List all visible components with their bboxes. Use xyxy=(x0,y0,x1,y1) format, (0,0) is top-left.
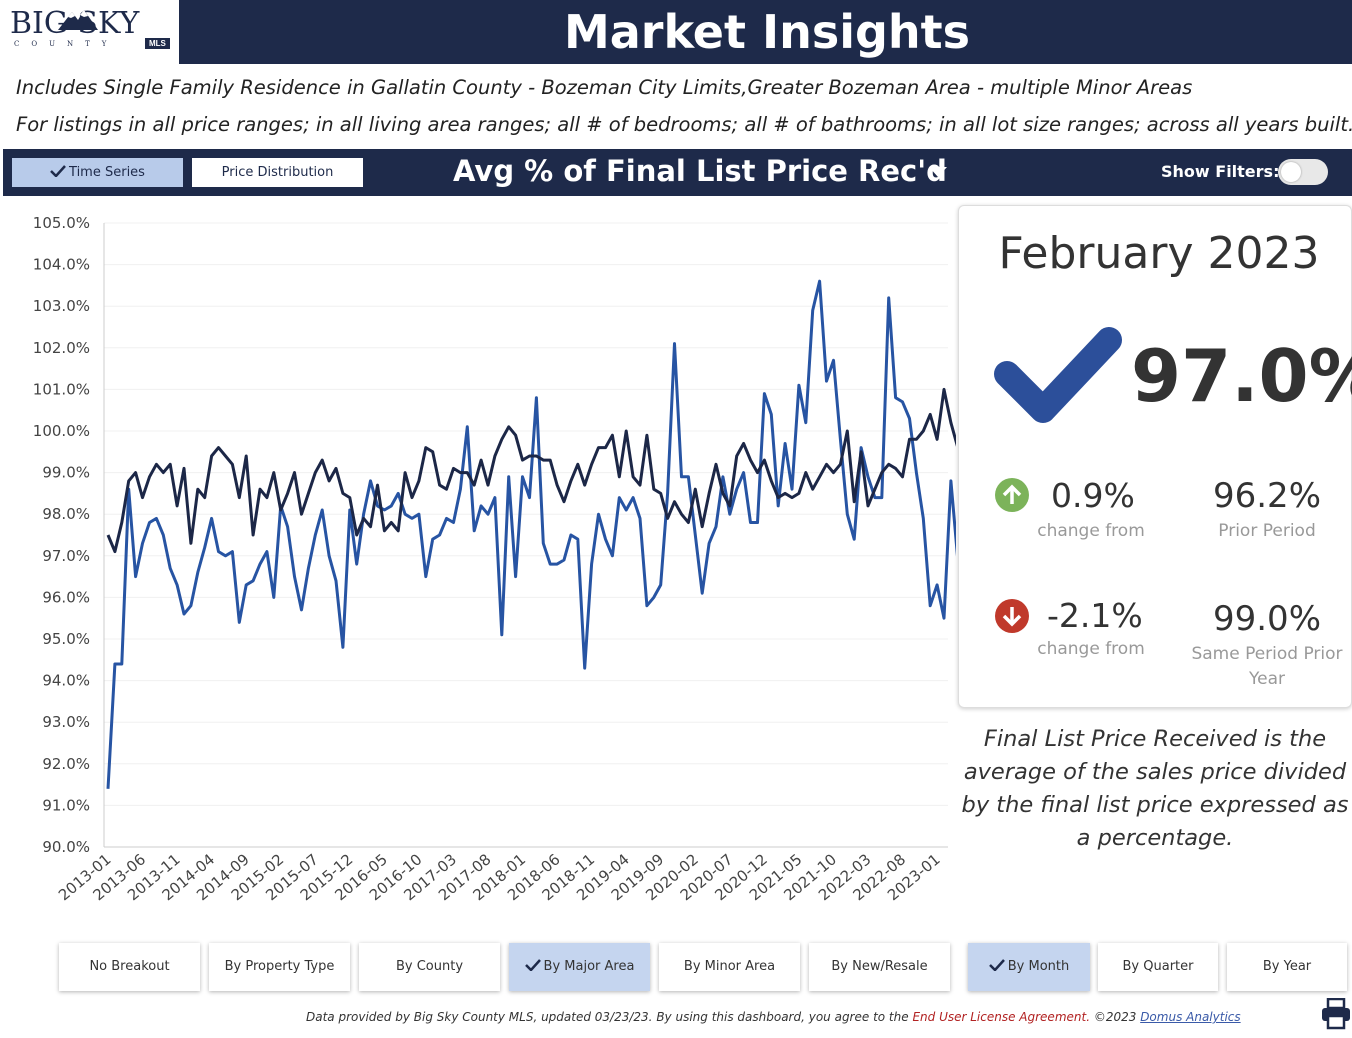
metric-definition: Final List Price Received is the average… xyxy=(961,726,1349,851)
y-tick-label: 98.0% xyxy=(42,505,90,523)
line-chart: 105.0% 104.0% 103.0% 102.0% 101.0% 100.0% 99.0… xyxy=(33,214,956,904)
eula-link[interactable]: End User License Agreement. xyxy=(912,1010,1091,1024)
by-quarter-label: By Quarter xyxy=(1122,959,1194,974)
check-icon xyxy=(524,959,541,972)
kpi-yoy-label-2: Year xyxy=(1249,669,1285,689)
chart-toolbar: Time Series Price Distribution Avg % of … xyxy=(3,149,1352,196)
y-tick-label: 99.0% xyxy=(42,464,90,482)
footer-text: Data provided by Big Sky County MLS, upd… xyxy=(306,1010,913,1024)
header-bar: BIG SKY COUNTY MLS Market Insights xyxy=(0,0,1352,64)
by-year-label: By Year xyxy=(1262,959,1312,974)
by-new-resale-button[interactable]: By New/Resale xyxy=(809,943,950,991)
y-tick-label: 97.0% xyxy=(42,547,90,565)
show-filters-label: Show Filters: xyxy=(1161,162,1280,181)
arrow-up-circle-icon xyxy=(995,478,1029,512)
time-series-label: Time Series xyxy=(69,165,145,180)
y-tick-label: 94.0% xyxy=(42,672,90,690)
by-quarter-button[interactable]: By Quarter xyxy=(1098,943,1218,991)
no-breakout-button[interactable]: No Breakout xyxy=(59,943,200,991)
footer-copyright: ©2023 xyxy=(1090,1010,1141,1024)
by-county-button[interactable]: By County xyxy=(359,943,500,991)
y-tick-label: 105.0% xyxy=(33,214,90,232)
arrow-down-circle-icon xyxy=(995,599,1029,633)
metric-selector[interactable]: Avg % of Final List Price Rec'd xyxy=(453,154,947,188)
by-new-resale-label: By New/Resale xyxy=(831,959,928,974)
by-property-type-button[interactable]: By Property Type xyxy=(209,943,350,991)
by-minor-area-button[interactable]: By Minor Area xyxy=(659,943,800,991)
y-tick-label: 92.0% xyxy=(42,755,90,773)
checkmark-icon xyxy=(994,327,1122,423)
kpi-change-yoy-label: change from xyxy=(1037,639,1145,659)
kpi-prior-value: 96.2% xyxy=(1212,476,1321,516)
y-tick-label: 103.0% xyxy=(33,297,90,315)
kpi-change-prior-label: change from xyxy=(1037,521,1145,541)
y-tick-label: 104.0% xyxy=(33,256,90,274)
kpi-yoy-value: 99.0% xyxy=(1212,599,1321,639)
by-major-area-label: By Major Area xyxy=(543,959,635,974)
filter-description-line1: Includes Single Family Residence in Gall… xyxy=(16,76,1193,99)
y-tick-label: 91.0% xyxy=(42,796,90,814)
by-county-label: By County xyxy=(395,959,464,974)
series-line-1[interactable] xyxy=(106,279,956,789)
chart-series xyxy=(106,279,956,789)
y-tick-label: 100.0% xyxy=(33,422,90,440)
y-tick-label: 101.0% xyxy=(33,380,90,398)
logo-subtitle: COUNTY xyxy=(14,40,119,48)
y-tick-label: 93.0% xyxy=(42,713,90,731)
page-title: Market Insights xyxy=(563,5,971,59)
y-tick-label: 102.0% xyxy=(33,339,90,357)
time-series-button[interactable]: Time Series xyxy=(12,158,183,187)
kpi-value: 97.0% xyxy=(1131,334,1352,418)
show-filters-toggle[interactable] xyxy=(1278,159,1328,185)
mountain-icon xyxy=(58,10,98,30)
by-property-type-label: By Property Type xyxy=(224,959,335,974)
printer-icon[interactable] xyxy=(1321,998,1351,1030)
y-axis: 105.0% 104.0% 103.0% 102.0% 101.0% 100.0% 99.0… xyxy=(33,214,90,856)
logo-badge: MLS xyxy=(145,38,170,49)
kpi-change-yoy: -2.1% xyxy=(1047,596,1143,635)
y-tick-label: 96.0% xyxy=(42,588,90,606)
by-minor-area-label: By Minor Area xyxy=(683,959,776,974)
toggle-knob xyxy=(1281,162,1301,182)
x-axis: 2013-012013-062013-112014-042014-092015-… xyxy=(55,850,944,904)
y-tick-label: 90.0% xyxy=(42,838,90,856)
kpi-change-prior: 0.9% xyxy=(1051,476,1135,515)
caret-down-icon[interactable] xyxy=(929,167,947,177)
by-year-button[interactable]: By Year xyxy=(1227,943,1347,991)
kpi-yoy-label-1: Same Period Prior xyxy=(1191,644,1343,664)
kpi-card: February 2023 97.0% 0.9% change from 96.… xyxy=(958,205,1352,708)
footer: Data provided by Big Sky County MLS, upd… xyxy=(306,1010,1241,1024)
check-icon xyxy=(50,165,66,178)
price-distribution-label: Price Distribution xyxy=(221,165,334,180)
by-month-button[interactable]: By Month xyxy=(968,943,1090,991)
domus-link[interactable]: Domus Analytics xyxy=(1140,1010,1241,1024)
by-month-label: By Month xyxy=(1007,959,1070,974)
check-icon xyxy=(988,959,1005,972)
by-major-area-button[interactable]: By Major Area xyxy=(509,943,650,991)
logo[interactable]: BIG SKY COUNTY MLS xyxy=(0,0,182,64)
kpi-prior-label: Prior Period xyxy=(1218,521,1316,541)
y-tick-label: 95.0% xyxy=(42,630,90,648)
no-breakout-label: No Breakout xyxy=(89,959,170,974)
price-distribution-button[interactable]: Price Distribution xyxy=(192,158,363,187)
filter-description-line2: For listings in all price ranges; in all… xyxy=(16,113,1352,136)
kpi-period: February 2023 xyxy=(998,228,1320,279)
series-line-0[interactable] xyxy=(106,290,956,589)
